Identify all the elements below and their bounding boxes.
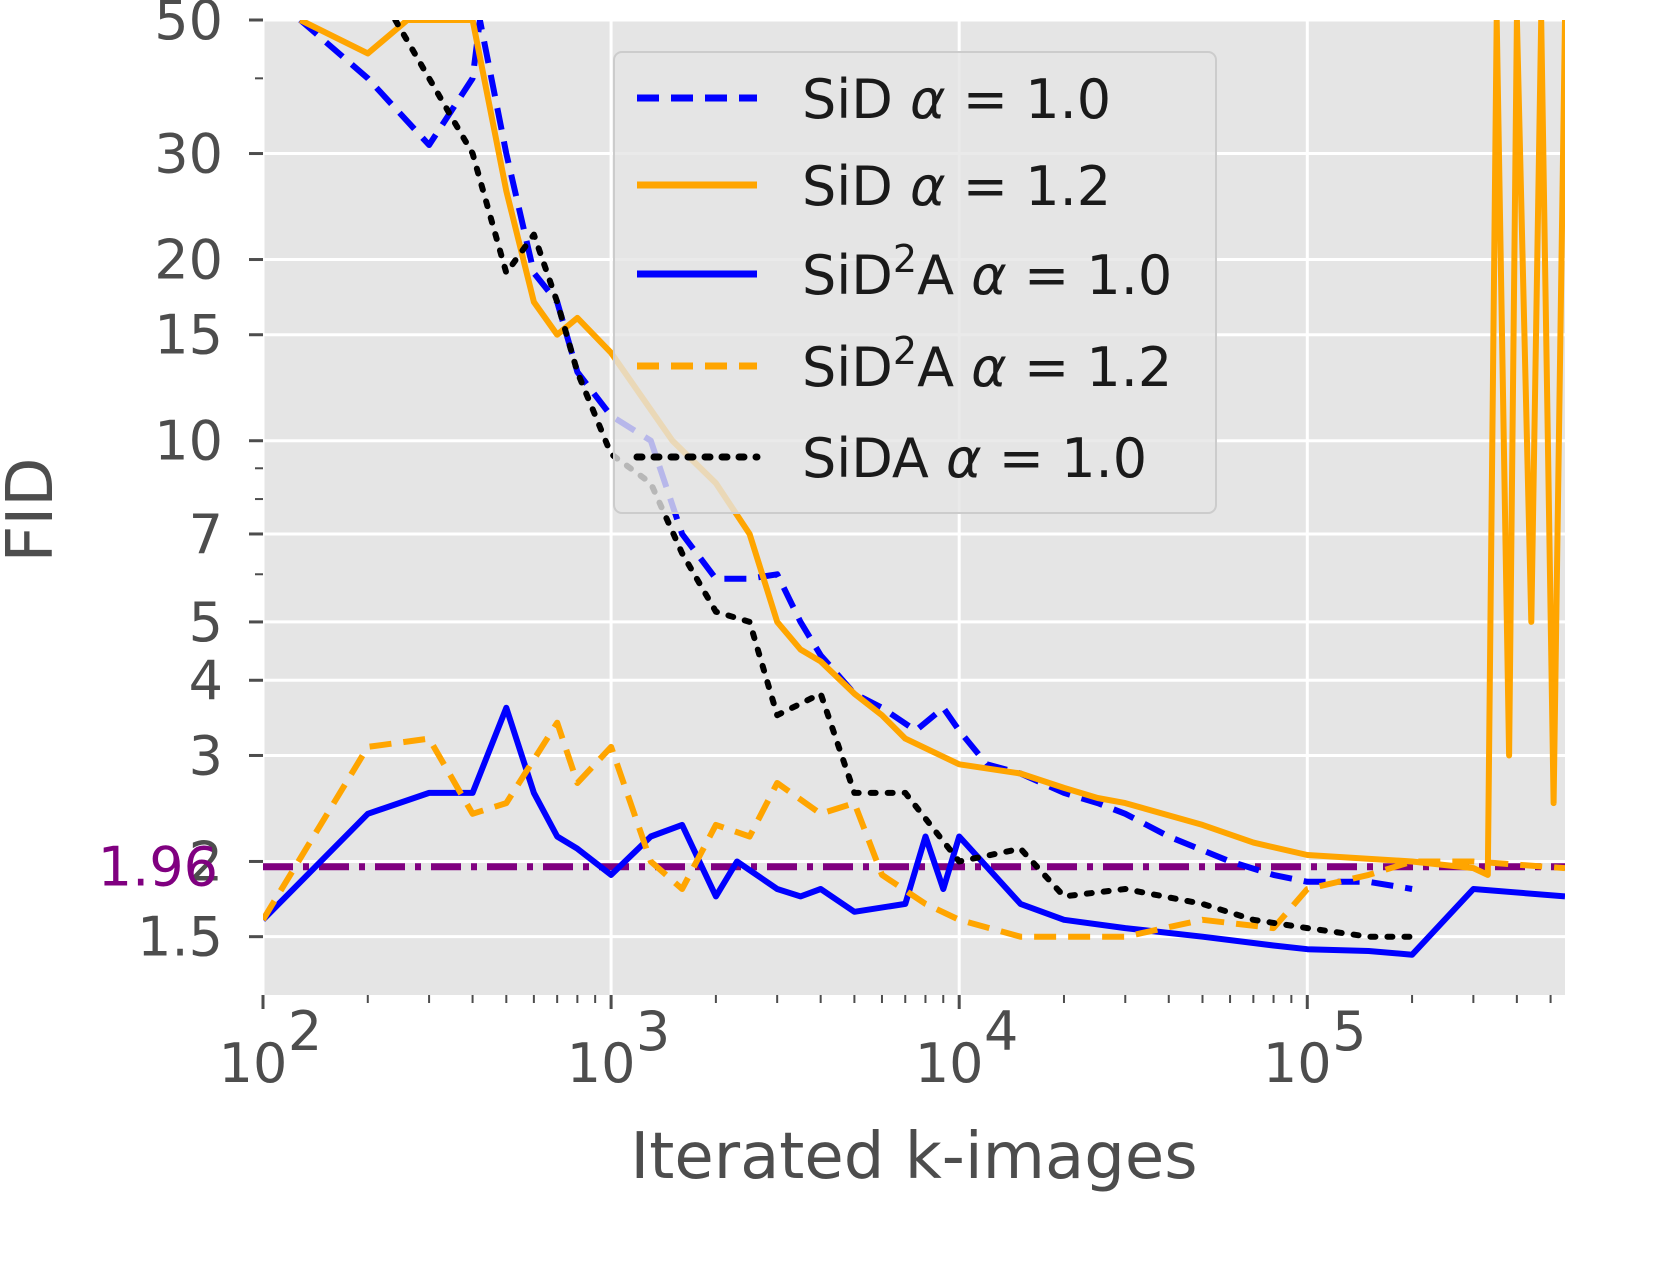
y-axis-label: FID (0, 458, 68, 563)
legend-alpha-symbol: α = (893, 155, 1025, 218)
y-tick-label: 50 (154, 0, 223, 52)
legend-name-suffix: A (917, 244, 954, 307)
legend-alpha-value: 1.0 (1061, 427, 1147, 490)
x-tick-label: 10 (567, 1032, 636, 1095)
legend-series-name: SiD (802, 68, 893, 131)
legend-alpha-symbol: α = (929, 427, 1061, 490)
y-tick-label: 30 (154, 123, 223, 186)
legend-superscript: 2 (893, 329, 917, 373)
series-layer (263, 20, 1565, 958)
reference-label-layer: 1.96 (98, 836, 218, 899)
legend-series-name: SiD (802, 336, 893, 399)
series-line-2 (263, 704, 1565, 958)
legend-label-4: SiDA α = 1.0 (802, 427, 1147, 490)
legend-series-name: SiD (802, 155, 893, 218)
x-tick-exponent: 4 (984, 1000, 1018, 1063)
legend-box (613, 51, 1217, 514)
y-tick-label: 10 (154, 410, 223, 473)
y-tick-label: 20 (154, 229, 223, 292)
legend-alpha-value: 1.0 (1025, 68, 1111, 131)
legend-alpha-symbol: α = (954, 244, 1086, 307)
y-tick-label: 1.5 (137, 906, 223, 969)
series-line-1 (298, 20, 1565, 878)
y-tick-label: 7 (189, 503, 223, 566)
legend-name-suffix: A (917, 336, 954, 399)
x-axis-label: Iterated k-images (630, 1120, 1197, 1194)
legend-alpha-symbol: α = (954, 336, 1086, 399)
y-tick-label: 4 (189, 649, 223, 712)
legend-alpha-value: 1.0 (1086, 244, 1172, 307)
legend-label-2: SiD2A α = 1.0 (802, 237, 1172, 307)
x-tick-exponent: 5 (1332, 1000, 1366, 1063)
y-axis-ticks: 1.5 2 3 45 7 10 15 20 30 50 (137, 0, 263, 969)
y-tick-label: 15 (154, 304, 223, 367)
legend-series-name: SiD (802, 244, 893, 307)
legend-label-3: SiD2A α = 1.2 (802, 329, 1172, 399)
x-tick-exponent: 2 (288, 1000, 322, 1063)
y-tick-label: 5 (189, 591, 223, 654)
series-line-4 (392, 20, 1416, 940)
x-tick-label: 10 (915, 1032, 984, 1095)
legend-alpha-value: 1.2 (1025, 155, 1111, 218)
legend-alpha-symbol: α = (893, 68, 1025, 131)
legend-label-0: SiD α = 1.0 (802, 68, 1111, 131)
legend-alpha-value: 1.2 (1086, 336, 1172, 399)
reference-line-label: 1.96 (98, 836, 218, 899)
series-line-3 (263, 719, 1565, 940)
legend-superscript: 2 (893, 237, 917, 281)
legend-series-name: SiDA (802, 427, 929, 490)
y-tick-label: 3 (189, 724, 223, 787)
legend-label-1: SiD α = 1.2 (802, 155, 1111, 218)
y-tick-label: 2 (189, 830, 223, 893)
x-tick-exponent: 3 (636, 1000, 670, 1063)
x-tick-label: 10 (219, 1032, 288, 1095)
x-tick-label: 10 (1263, 1032, 1332, 1095)
series-line-0 (298, 20, 1413, 892)
